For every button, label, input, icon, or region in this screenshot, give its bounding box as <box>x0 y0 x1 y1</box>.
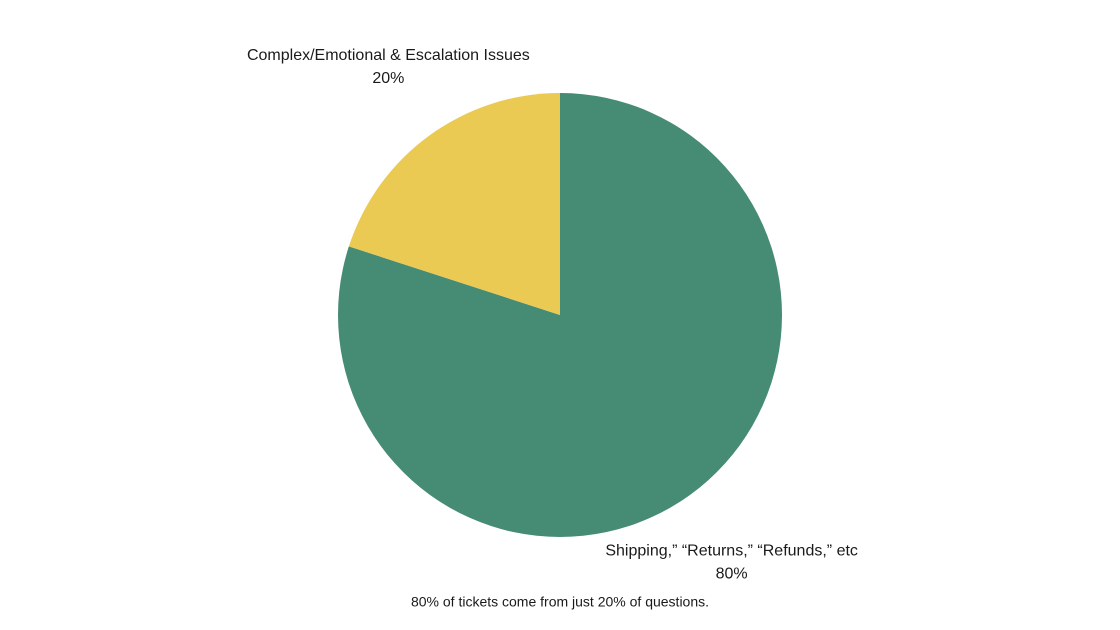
pie-slice <box>348 93 560 315</box>
slice-label: Complex/Emotional & Escalation Issues <box>247 47 530 64</box>
chart-caption: 80% of tickets come from just 20% of que… <box>411 594 709 610</box>
slice-value-label: 80% <box>716 565 748 582</box>
pie-slice <box>337 93 782 538</box>
slice-label: Shipping,” “Returns,” “Refunds,” etc <box>605 542 858 559</box>
slice-value-label: 20% <box>372 70 404 87</box>
